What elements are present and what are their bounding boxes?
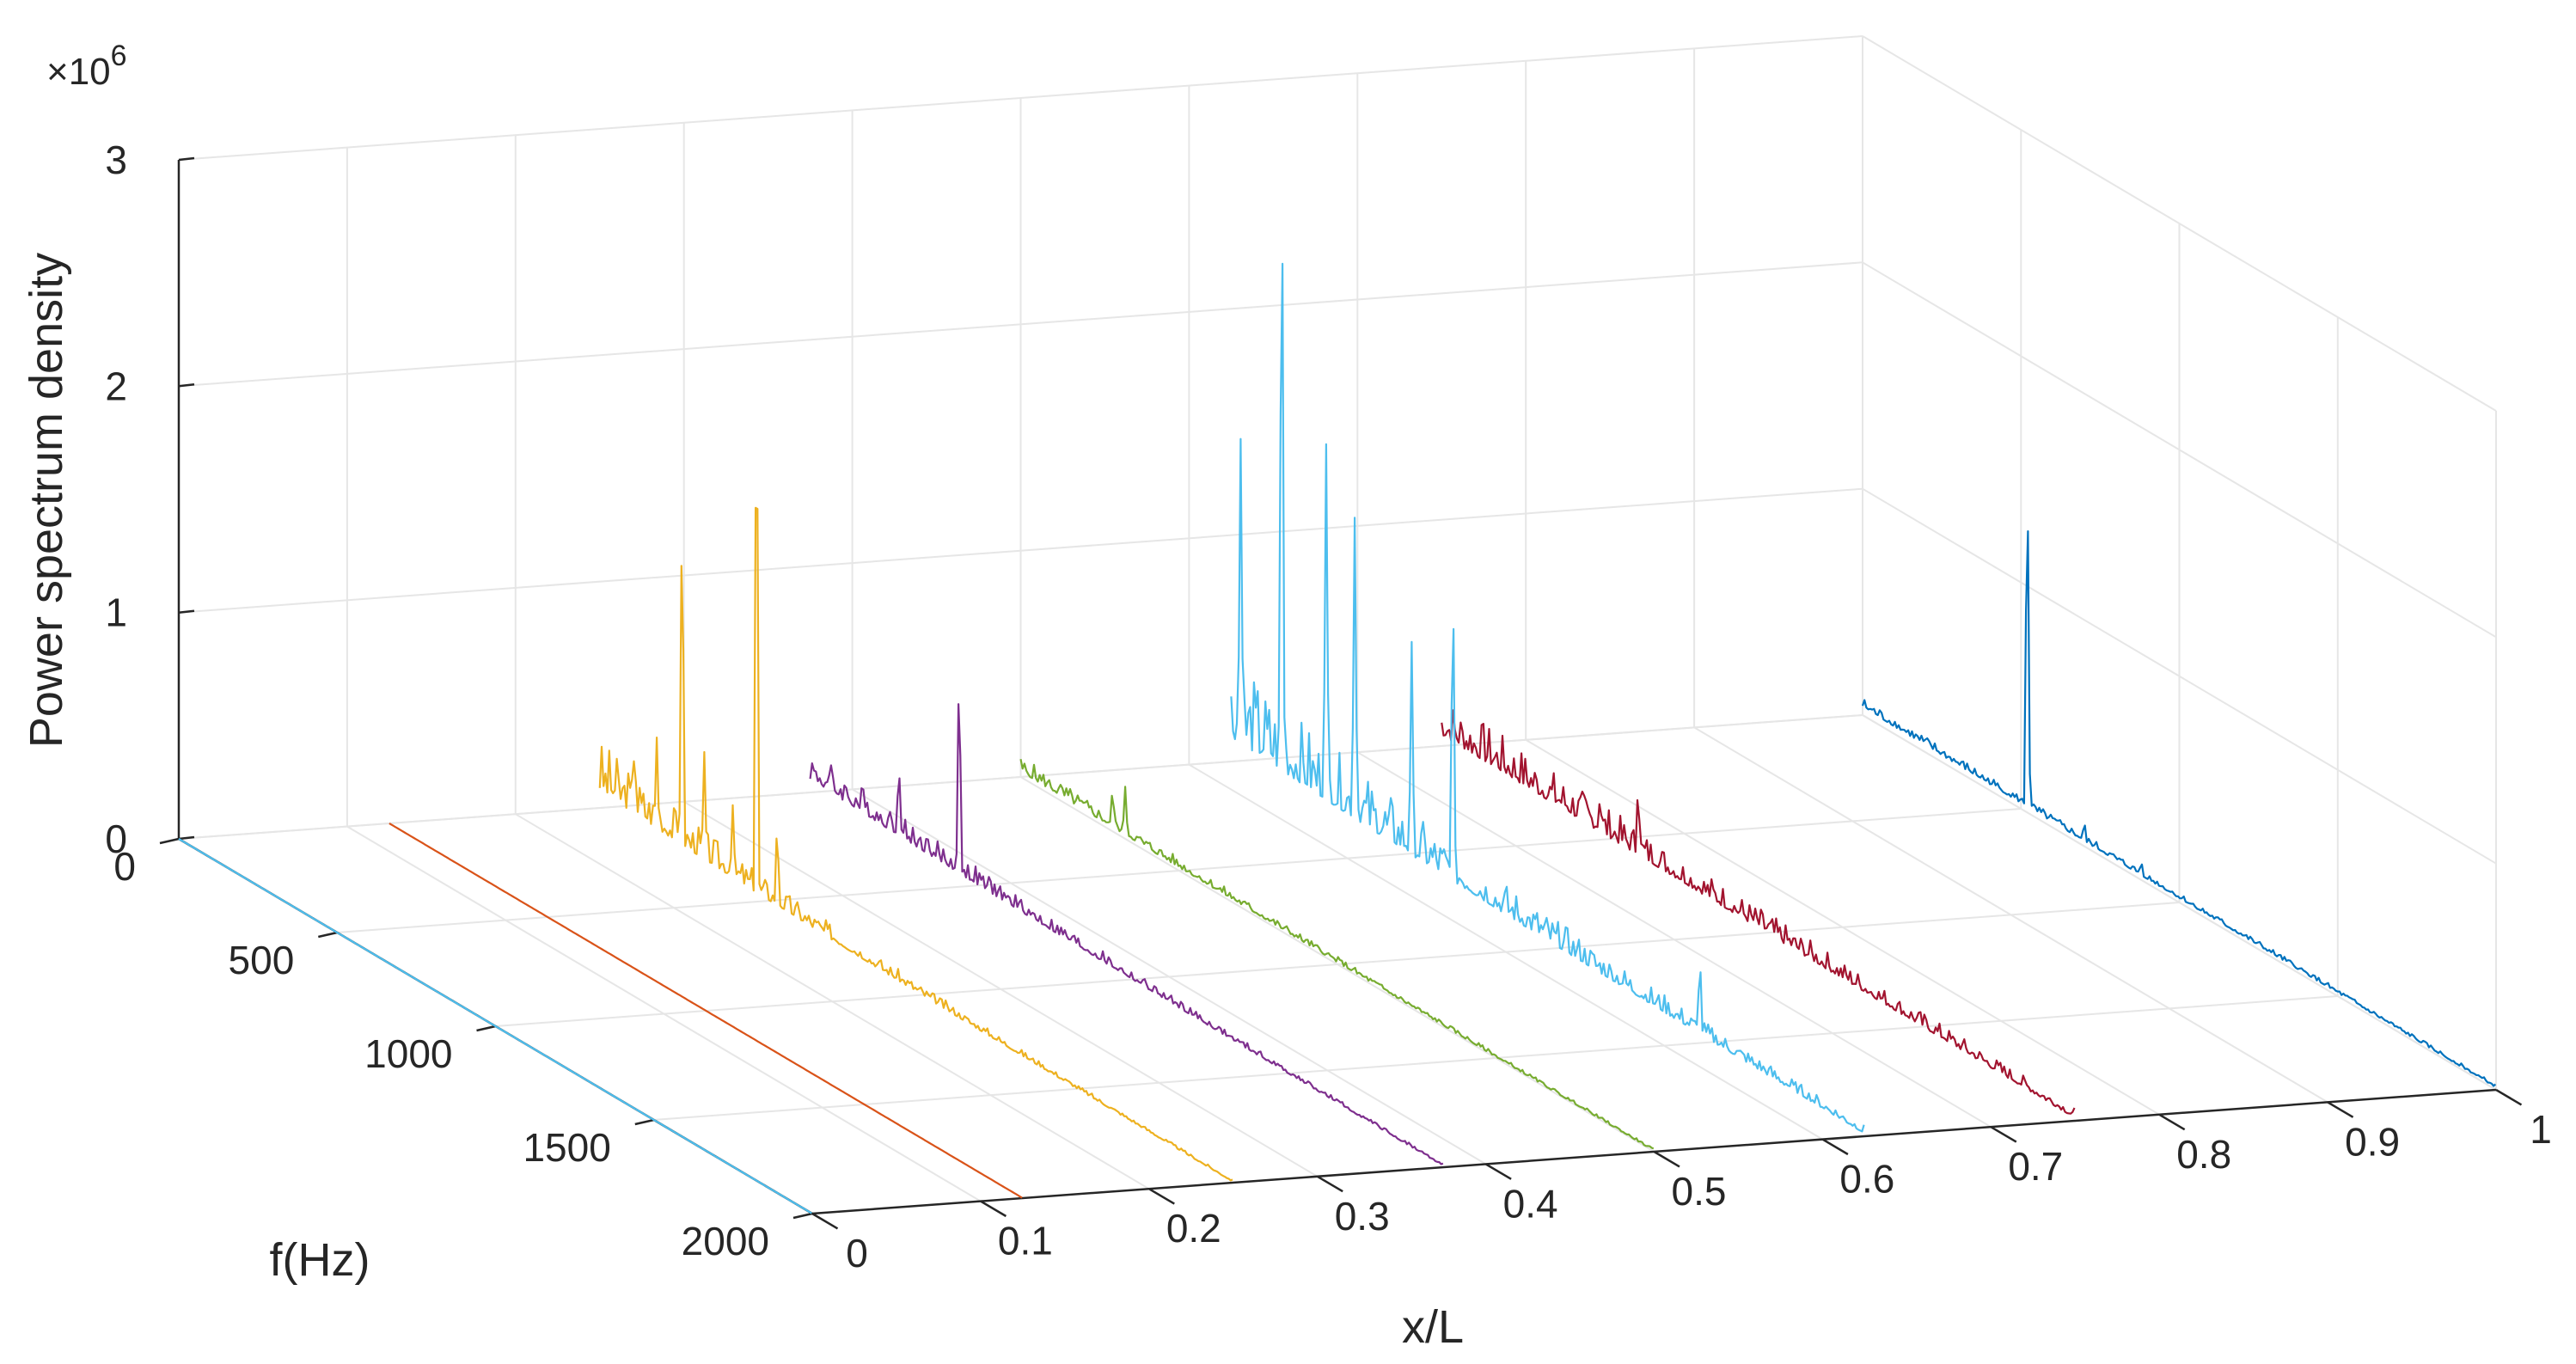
x-tick-label: 0.1	[998, 1219, 1053, 1263]
z-tick-label: 1	[105, 590, 127, 635]
y-tick	[634, 1118, 655, 1126]
z-tick	[178, 609, 195, 614]
grid-line-floor-y	[337, 808, 2022, 933]
x-tick	[2327, 1101, 2354, 1118]
x-tick	[980, 1200, 1007, 1218]
y-tick-label: 1500	[523, 1125, 610, 1170]
series-line	[389, 823, 1023, 1199]
series-layer	[178, 262, 2497, 1214]
z-tick	[178, 835, 195, 841]
x-tick-label: 0	[846, 1231, 868, 1275]
x-tick	[1821, 1138, 1849, 1156]
z-tick-label: 3	[105, 138, 127, 182]
z-exponent-base: ×10	[46, 51, 111, 93]
grid-layer	[178, 35, 2497, 1214]
y-tick-label: 1000	[364, 1031, 452, 1076]
y-tick-label: 0	[113, 844, 136, 889]
x-tick	[811, 1212, 839, 1230]
grid-line-back-z	[178, 487, 1863, 614]
series-line	[1230, 262, 1865, 1133]
z-tick-label: 0	[105, 817, 127, 861]
x-tick	[1990, 1126, 2017, 1143]
x-tick	[1484, 1163, 1512, 1180]
y-tick	[318, 931, 338, 939]
grid-line-back-z	[178, 35, 1863, 161]
z-axis-label: Power spectrum density	[21, 253, 72, 748]
x-tick-label: 0.3	[1335, 1194, 1390, 1239]
z-exponent-power: 6	[111, 40, 127, 72]
grid-line-back-z	[178, 261, 1863, 388]
z-exponent-label: ×106	[46, 40, 127, 93]
y-tick	[476, 1025, 496, 1032]
grid-line-floor-y	[495, 902, 2180, 1027]
x-tick	[1148, 1188, 1175, 1205]
y-axis-label: f(Hz)	[270, 1234, 370, 1286]
series-line	[809, 703, 1444, 1165]
x-tick-label: 0.2	[1166, 1206, 1221, 1251]
z-tick	[178, 156, 195, 162]
y-tick-label: 2000	[682, 1219, 769, 1263]
x-tick-label: 0.8	[2176, 1132, 2231, 1177]
grid-line-floor-y	[653, 995, 2338, 1121]
x-tick	[2158, 1113, 2186, 1131]
series-line	[1019, 758, 1655, 1150]
x-tick-label: 0.5	[1672, 1169, 1727, 1214]
x-tick-label: 0.6	[1839, 1157, 1894, 1202]
x-tick	[2495, 1088, 2523, 1106]
x-tick	[1653, 1150, 1680, 1168]
x-tick-label: 0.7	[2008, 1144, 2063, 1189]
x-tick-label: 0.9	[2345, 1119, 2400, 1164]
z-tick-label: 2	[105, 364, 127, 408]
x-tick-label: 0.4	[1503, 1181, 1558, 1226]
x-tick-label: 1	[2530, 1107, 2552, 1152]
y-tick	[159, 837, 180, 845]
grid-line-floor-y	[178, 714, 1863, 840]
series-line	[598, 506, 1233, 1182]
y-tick-label: 500	[229, 938, 295, 982]
series-line	[178, 838, 812, 1214]
x-tick	[1317, 1175, 1343, 1193]
labels-layer: Power spectrum density f(Hz) x/L ×106	[21, 40, 1464, 1353]
series-line	[1861, 529, 2497, 1087]
series-line	[1441, 709, 2076, 1115]
y-tick	[792, 1212, 813, 1220]
z-tick	[178, 383, 195, 388]
x-axis-label: x/L	[1402, 1301, 1464, 1353]
